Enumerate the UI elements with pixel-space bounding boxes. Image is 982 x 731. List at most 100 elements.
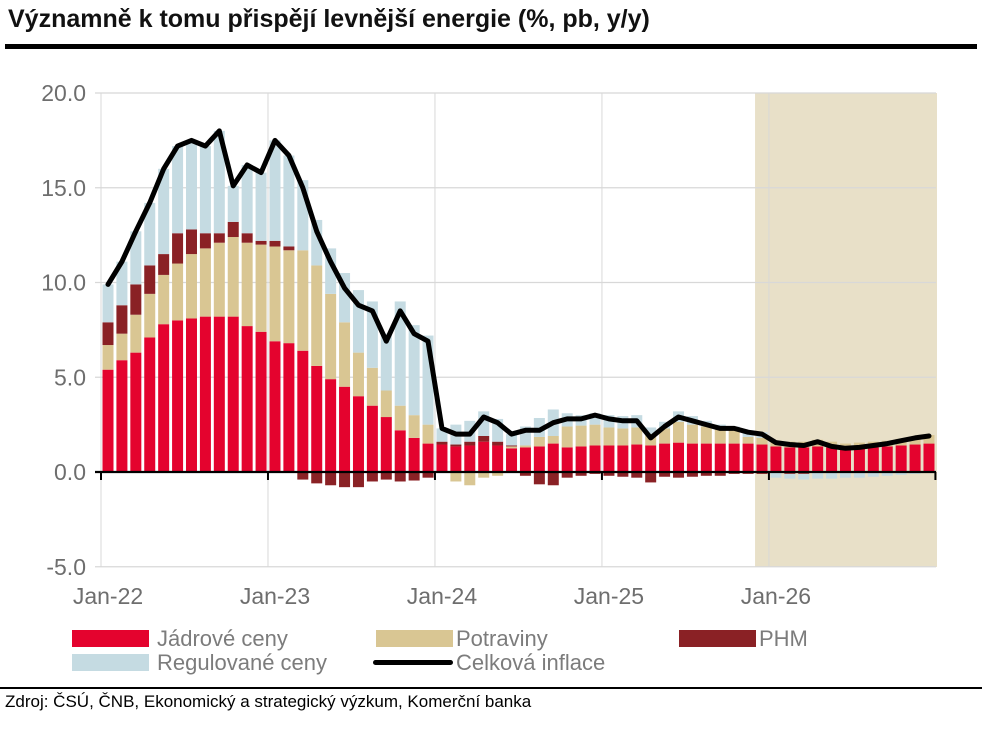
bar-segment-regulated <box>227 185 239 222</box>
bar-segment-fuel <box>394 472 406 482</box>
bar-segment-fuel <box>464 441 476 446</box>
bar-segment-food <box>130 314 142 353</box>
bar-segment-core <box>255 331 267 472</box>
bar-segment-regulated <box>519 426 531 446</box>
bar-segment-regulated <box>867 472 879 477</box>
bar-segment-food <box>213 242 225 317</box>
bar-segment-regulated <box>297 180 309 251</box>
bar-segment-core <box>297 350 309 472</box>
bar-segment-core <box>213 316 225 472</box>
bar-segment-core <box>853 447 865 472</box>
bar-segment-food <box>464 472 476 486</box>
bar-segment-core <box>339 386 351 472</box>
bar-segment-food <box>714 428 726 444</box>
bar-segment-food <box>756 437 768 445</box>
bar-segment-regulated <box>881 472 893 476</box>
bar-segment-regulated <box>812 472 824 479</box>
bar-segment-core <box>631 444 643 472</box>
bar-segment-fuel <box>325 472 337 486</box>
bar-segment-fuel <box>116 305 128 334</box>
bar-segment-fuel <box>436 441 448 445</box>
bar-segment-core <box>673 442 685 472</box>
bar-segment-fuel <box>102 322 114 346</box>
bar-segment-regulated <box>172 146 184 234</box>
bar-segment-core <box>478 441 490 472</box>
bar-segment-fuel <box>227 221 239 238</box>
bar-segment-core <box>422 443 434 472</box>
bar-segment-food <box>102 345 114 370</box>
bar-segment-food <box>519 445 531 448</box>
bar-segment-food <box>561 426 573 448</box>
bar-segment-fuel <box>450 444 462 447</box>
bar-segment-fuel <box>492 441 504 446</box>
bar-segment-fuel <box>158 254 170 275</box>
bar-segment-core <box>575 446 587 472</box>
bar-segment-core <box>728 443 740 472</box>
bar-segment-food <box>533 436 545 447</box>
bar-segment-food <box>158 274 170 325</box>
bar-segment-fuel <box>478 435 490 442</box>
bar-segment-core <box>923 443 935 472</box>
bar-segment-regulated <box>130 231 142 285</box>
y-axis-tick-label: 20.0 <box>41 80 86 106</box>
bar-segment-food <box>547 435 559 444</box>
bar-segment-fuel <box>617 472 629 477</box>
bar-segment-fuel <box>311 472 323 484</box>
bar-segment-food <box>311 265 323 366</box>
y-axis-tick-label: 10.0 <box>41 270 86 296</box>
bar-segment-core <box>172 320 184 472</box>
x-axis-tick-label: Jan-23 <box>240 583 310 609</box>
bar-segment-core <box>617 445 629 472</box>
bar-segment-core <box>603 445 615 472</box>
bar-segment-food <box>352 352 364 397</box>
bar-segment-regulated <box>269 140 281 241</box>
bar-segment-regulated <box>144 202 156 266</box>
legend-label-core-prices: Jádrové ceny <box>157 626 288 651</box>
bar-segment-regulated <box>283 155 295 247</box>
bar-segment-fuel <box>561 472 573 478</box>
legend-line-total-inflation <box>373 660 453 665</box>
bar-segment-core <box>895 445 907 472</box>
bar-segment-food <box>686 424 698 444</box>
bar-segment-food <box>366 367 378 406</box>
bar-segment-core <box>199 316 211 472</box>
bar-segment-core <box>380 417 392 472</box>
bar-segment-fuel <box>172 233 184 264</box>
bar-segment-regulated <box>798 473 810 480</box>
legend-swatch-fuel <box>679 630 756 647</box>
bar-segment-regulated <box>255 172 267 241</box>
legend-label-total-inflation: Celková inflace <box>456 650 606 675</box>
bar-segment-regulated <box>199 146 211 234</box>
bar-segment-core <box>700 443 712 472</box>
bar-segment-fuel <box>714 472 726 476</box>
bar-segment-food <box>227 237 239 317</box>
bar-segment-core <box>241 326 253 472</box>
bar-segment-fuel <box>700 472 712 476</box>
x-axis-tick-label: Jan-24 <box>407 583 478 609</box>
bar-segment-regulated <box>213 130 225 234</box>
legend-label-regulated-prices: Regulované ceny <box>157 650 328 675</box>
bar-segment-fuel <box>339 472 351 488</box>
bar-segment-fuel <box>352 472 364 488</box>
bar-segment-fuel <box>241 233 253 243</box>
bar-segment-core <box>645 445 657 472</box>
bar-segment-food <box>325 293 337 380</box>
bar-segment-core <box>561 447 573 472</box>
bar-segment-fuel <box>631 472 643 478</box>
bar-segment-food <box>283 250 295 344</box>
source-divider <box>0 687 982 689</box>
total-inflation-line <box>105 128 932 451</box>
title-divider <box>5 44 977 49</box>
y-axis-tick-label: 0.0 <box>54 459 86 485</box>
bar-segment-core <box>798 447 810 472</box>
bar-segment-core <box>506 448 518 472</box>
bar-segment-regulated <box>895 472 907 475</box>
bar-segment-fuel <box>130 284 142 315</box>
bar-segment-food <box>478 472 490 478</box>
bar-segment-core <box>533 446 545 472</box>
bar-segment-food <box>269 246 281 342</box>
x-axis-tick-label: Jan-25 <box>574 583 644 609</box>
bar-segment-food <box>199 248 211 317</box>
bar-segment-core <box>589 445 601 472</box>
